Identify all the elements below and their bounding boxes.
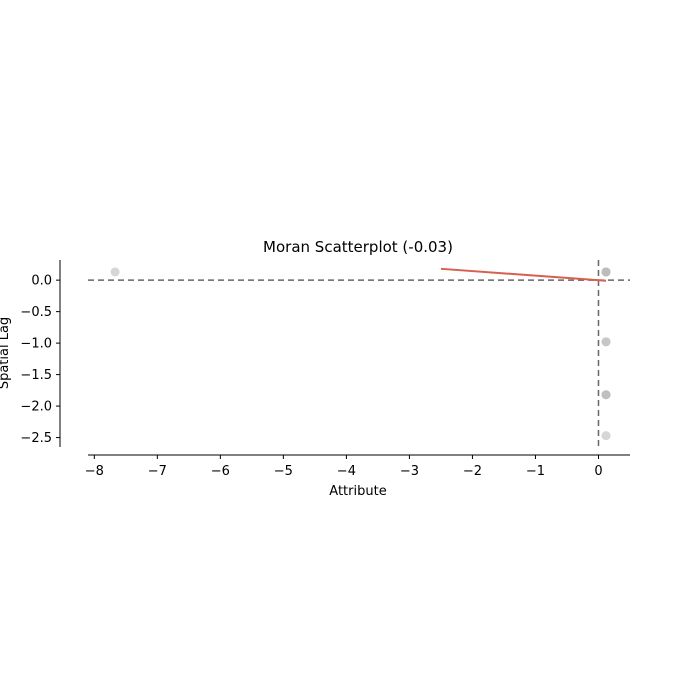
x-tick-label: −8 [85,464,104,479]
y-tick-label: 0.0 [31,274,52,289]
y-tick-label: −1.0 [20,337,52,352]
x-tick-label: −6 [211,464,230,479]
x-tick-label: −2 [463,464,482,479]
x-tick-label: −4 [337,464,356,479]
y-axis-label: Spatial Lag [0,317,12,389]
y-tick-label: −2.5 [20,431,52,446]
x-tick-label: −5 [274,464,293,479]
scatter-point [601,390,611,400]
fit-line-layer [440,267,607,282]
regression-fit-line [440,267,607,282]
x-axis-label: Attribute [329,484,386,499]
x-axis-ticks: −8 −7 −6 −5 −4 −3 −2 −1 0 [85,455,603,479]
reference-lines [88,260,630,447]
y-axis-ticks: 0.0 −0.5 −1.0 −1.5 −2.0 −2.5 [20,274,60,446]
x-tick-label: 0 [594,464,602,479]
y-tick-label: −0.5 [20,305,52,320]
scatter-point [601,267,611,277]
points-layer [110,267,611,441]
x-tick-label: −7 [148,464,167,479]
chart-title: Moran Scatterplot (-0.03) [263,238,453,256]
scatter-point [601,337,611,347]
scatter-point [601,431,611,441]
y-tick-label: −2.0 [20,400,52,415]
scatter-point [110,267,120,277]
x-tick-label: −1 [526,464,545,479]
y-tick-label: −1.5 [20,368,52,383]
x-tick-label: −3 [400,464,419,479]
